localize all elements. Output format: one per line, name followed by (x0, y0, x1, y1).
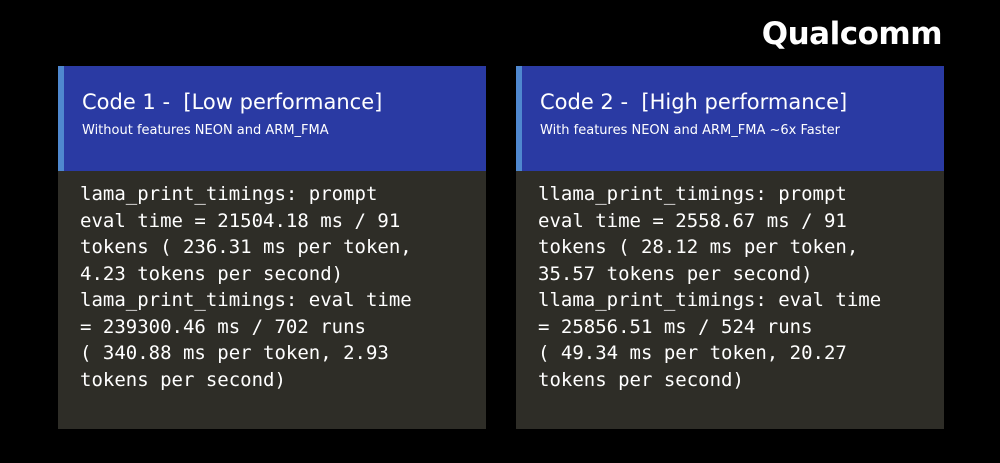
code-line: llama_print_timings: prompt (538, 183, 847, 205)
code-line: tokens ( 236.31 ms per token, (80, 236, 412, 258)
code-line: tokens ( 28.12 ms per token, (538, 236, 859, 258)
code-block: llama_print_timings: prompt eval time = … (538, 181, 881, 393)
code-line: ( 49.34 ms per token, 20.27 (538, 342, 847, 364)
code-block: lama_print_timings: prompt eval time = 2… (80, 181, 412, 393)
accent-bar (516, 66, 522, 171)
code-panel-low-performance: Code 1 - [Low performance] Without featu… (58, 66, 486, 429)
panel-subtitle: Without features NEON and ARM_FMA (82, 123, 329, 138)
panel-title: Code 1 - [Low performance] (82, 90, 383, 114)
accent-bar (58, 66, 64, 171)
code-line: ( 340.88 ms per token, 2.93 (80, 342, 389, 364)
panel-header: Code 2 - [High performance] With feature… (516, 66, 944, 171)
panel-subtitle: With features NEON and ARM_FMA ~6x Faste… (540, 123, 840, 138)
code-line: = 239300.46 ms / 702 runs (80, 315, 366, 338)
code-line: tokens per second) (538, 368, 744, 391)
panel-header: Code 1 - [Low performance] Without featu… (58, 66, 486, 171)
panel-body: lama_print_timings: prompt eval time = 2… (58, 171, 486, 429)
code-line: = 25856.51 ms / 524 runs (538, 315, 813, 338)
code-line: lama_print_timings: eval time (80, 289, 412, 311)
code-line: eval time = 2558.67 ms / 91 (538, 209, 847, 232)
panel-body: llama_print_timings: prompt eval time = … (516, 171, 944, 429)
code-line: eval time = 21504.18 ms / 91 (80, 209, 401, 232)
code-line: 35.57 tokens per second) (538, 262, 813, 285)
panel-title: Code 2 - [High performance] (540, 90, 848, 114)
code-line: llama_print_timings: eval time (538, 289, 882, 311)
code-line: lama_print_timings: prompt (80, 183, 378, 205)
qualcomm-logo: Qualcomm (761, 16, 943, 52)
code-line: tokens per second) (80, 368, 286, 391)
code-panel-high-performance: Code 2 - [High performance] With feature… (516, 66, 944, 429)
code-line: 4.23 tokens per second) (80, 262, 344, 285)
